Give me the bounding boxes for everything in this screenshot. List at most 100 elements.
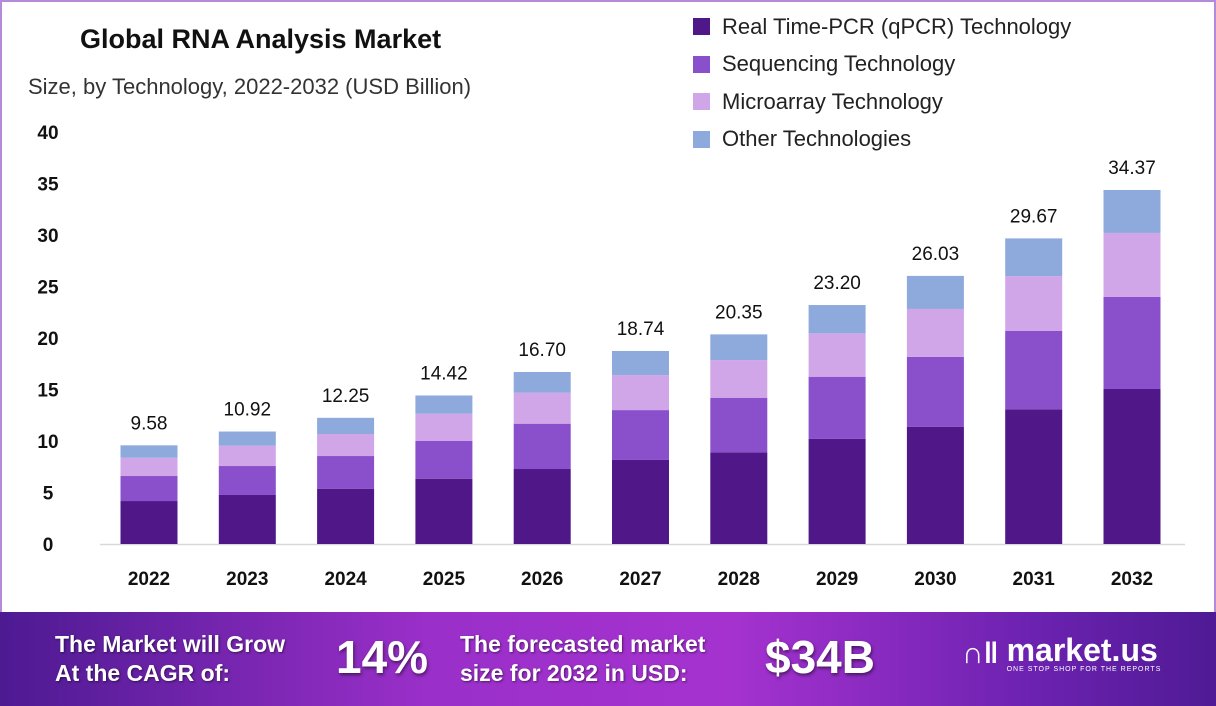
data-label-total: 34.37 (1108, 158, 1156, 179)
y-tick-label: 30 (37, 226, 58, 247)
bar-segment-2029-1 (808, 376, 866, 439)
bar-segment-2024-3 (317, 417, 375, 434)
bar-segment-2030-1 (906, 356, 964, 427)
x-tick-label: 2029 (816, 569, 858, 590)
bar-segment-2028-1 (710, 397, 768, 453)
bar-segment-2026-1 (513, 423, 571, 470)
data-label-total: 14.42 (420, 363, 468, 384)
bar-segment-2026-0 (513, 469, 571, 544)
bar-segment-2029-2 (808, 333, 866, 377)
legend-label: Sequencing Technology (722, 51, 956, 77)
bar-segment-2031-3 (1005, 238, 1063, 277)
bar-segment-2022-3 (120, 445, 178, 458)
bar-segment-2032-0 (1103, 388, 1161, 544)
bar-segment-2031-2 (1005, 276, 1063, 331)
stacked-bar-chart: 05101520253035409.58202210.92202312.2520… (37, 123, 1185, 590)
cagr-value: 14% (336, 631, 429, 683)
bar-segment-2032-1 (1103, 296, 1161, 389)
forecast-label-line1: The forecasted market (460, 631, 706, 657)
bar-segment-2024-2 (317, 433, 375, 457)
x-tick-label: 2030 (914, 569, 956, 590)
legend-label: Real Time-PCR (qPCR) Technology (722, 13, 1072, 39)
x-tick-label: 2022 (128, 569, 170, 590)
data-label-total: 26.03 (912, 244, 960, 265)
x-tick-label: 2031 (1013, 569, 1056, 590)
bar-segment-2031-1 (1005, 330, 1063, 410)
bar-segment-2027-2 (612, 375, 669, 411)
legend-label: Other Technologies (722, 126, 912, 152)
bar-segment-2025-0 (415, 478, 473, 544)
x-tick-label: 2026 (521, 569, 563, 590)
y-tick-label: 15 (37, 381, 59, 402)
bar-segment-2022-2 (120, 457, 178, 477)
legend-label: Microarray Technology (722, 88, 943, 114)
data-label-total: 16.70 (518, 340, 566, 361)
chart-title: Global RNA Analysis Market (80, 24, 442, 54)
legend-item-sequencing: Sequencing Technology (693, 46, 1071, 84)
y-tick-label: 25 (37, 278, 59, 299)
bar-segment-2025-1 (415, 441, 473, 479)
forecast-label: The forecasted market size for 2032 in U… (460, 630, 705, 688)
bar-segment-2030-2 (906, 308, 964, 357)
bar-segment-2029-3 (808, 305, 866, 334)
y-tick-label: 10 (37, 432, 58, 453)
x-tick-label: 2024 (324, 569, 367, 590)
x-tick-label: 2025 (423, 569, 466, 590)
bar-segment-2026-2 (513, 392, 571, 424)
x-tick-label: 2032 (1111, 569, 1153, 590)
data-label-total: 29.67 (1010, 206, 1058, 227)
bar-segment-2030-0 (906, 426, 964, 544)
bar-segment-2025-2 (415, 413, 473, 441)
bar-segment-2023-2 (218, 445, 276, 467)
bar-segment-2030-3 (906, 275, 964, 309)
cagr-label-line1: The Market will Grow (55, 631, 286, 657)
cagr-label: The Market will Grow At the CAGR of: (55, 630, 285, 688)
legend-item-microarray: Microarray Technology (693, 83, 1071, 121)
y-tick-label: 40 (37, 123, 58, 144)
bar-segment-2026-3 (513, 371, 571, 393)
data-label-total: 10.92 (224, 400, 272, 421)
cagr-label-line2: At the CAGR of: (55, 660, 231, 686)
bar-segment-2022-0 (120, 501, 178, 544)
logo-name: market.us (1006, 632, 1158, 668)
bar-segment-2024-1 (317, 456, 375, 489)
y-tick-label: 20 (37, 329, 58, 350)
bar-segment-2025-3 (415, 395, 473, 414)
x-tick-label: 2028 (718, 569, 760, 590)
y-tick-label: 35 (37, 175, 59, 196)
legend-item-other: Other Technologies (693, 121, 1071, 159)
data-label-total: 9.58 (131, 413, 168, 434)
bar-segment-2024-0 (317, 488, 375, 544)
legend-swatch (693, 55, 710, 73)
y-tick-label: 5 (43, 484, 54, 505)
bar-segment-2029-0 (808, 438, 866, 544)
market-us-logo: ∩‖ market.us ONE STOP SHOP FOR THE REPOR… (962, 634, 1161, 673)
legend-swatch (693, 130, 710, 148)
bar-segment-2027-0 (612, 459, 669, 544)
forecast-value: $34B (765, 631, 875, 683)
x-tick-label: 2023 (226, 569, 268, 590)
data-label-total: 12.25 (322, 386, 370, 407)
bar-segment-2027-1 (612, 410, 669, 460)
bar-segment-2028-3 (710, 334, 768, 361)
logo-tagline: ONE STOP SHOP FOR THE REPORTS (1006, 666, 1162, 673)
bar-segment-2023-3 (218, 431, 276, 446)
bar-segment-2023-1 (218, 466, 276, 495)
data-label-total: 23.20 (813, 273, 861, 294)
bar-segment-2023-0 (218, 494, 276, 544)
legend-swatch (693, 18, 710, 36)
bar-segment-2032-2 (1103, 232, 1161, 297)
data-label-total: 20.35 (715, 302, 763, 323)
footer-banner: The Market will Grow At the CAGR of: 14%… (0, 612, 1216, 706)
bar-segment-2028-0 (710, 452, 768, 544)
forecast-label-line2: size for 2032 in USD: (460, 660, 688, 686)
bar-segment-2028-2 (710, 360, 768, 398)
logo-mark-icon: ∩‖ (962, 636, 999, 670)
legend-swatch (693, 93, 710, 111)
legend-item-qpcr: Real Time-PCR (qPCR) Technology (693, 8, 1071, 46)
y-tick-label: 0 (43, 535, 54, 556)
bar-segment-2022-1 (120, 476, 178, 502)
bar-segment-2031-0 (1005, 409, 1063, 544)
bar-segment-2027-3 (612, 350, 669, 376)
data-label-total: 18.74 (617, 319, 665, 340)
